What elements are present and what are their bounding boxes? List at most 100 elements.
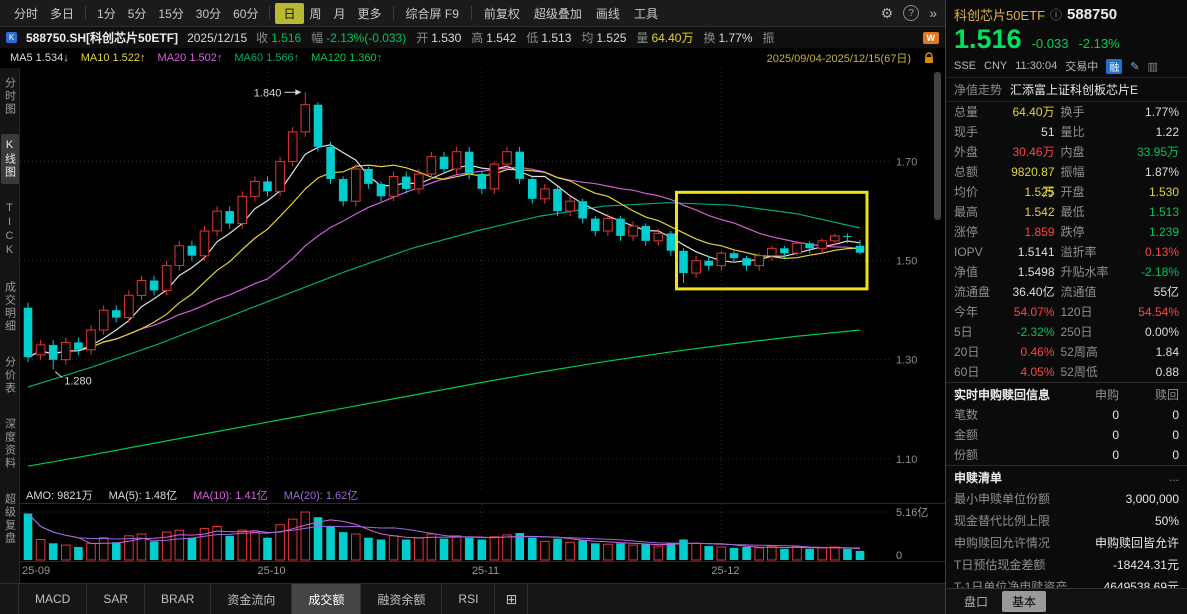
more-button[interactable]: ... — [1168, 470, 1179, 484]
tool-前复权[interactable]: 前复权 — [483, 6, 520, 21]
status-row: SSE CNY 11:30:04 交易中 融 ✎ ▥ — [946, 56, 1187, 77]
stat-row-涨停: 涨停 1.859 跌停 1.239 — [954, 225, 1179, 239]
redemption-title: 申赎清单 — [954, 470, 1003, 485]
volume-ma-label: MA(5): 1.48亿 — [108, 489, 178, 502]
ma-value-MA120: MA120 1.360↑ — [311, 52, 383, 64]
indicator-tab-SAR[interactable]: SAR — [87, 584, 146, 614]
quote-time: 11:30:04 — [1015, 60, 1058, 72]
panel-tab-基本[interactable]: 基本 — [1002, 591, 1047, 612]
x-axis: 25-09 25-10 25-11 25-12 — [20, 561, 945, 584]
info-bar: K 588750.SH[科创芯片50ETF] 2025/12/15 收 1.516… — [0, 27, 945, 48]
field-开: 开 1.530 — [416, 31, 462, 45]
indicator-tabs: MACD SAR BRAR 资金流向 成交额 融资余额 RSI ⊞ — [0, 583, 945, 614]
redemption-row-申购赎回允许情况: 申购赎回允许情况 申购赎回皆允许 — [954, 536, 1179, 550]
tool-超级叠加[interactable]: 超级叠加 — [533, 6, 582, 21]
stock-code: 588750 — [1067, 6, 1118, 23]
field-高: 高 1.542 — [471, 31, 517, 45]
help-icon[interactable]: ? — [903, 5, 920, 21]
period-tab-30分[interactable]: 30分 — [195, 6, 222, 21]
period-tab-多日[interactable]: 多日 — [50, 6, 75, 21]
ma-value-MA5: MA5 1.534↓ — [10, 52, 69, 64]
stat-row-IOPV: IOPV 1.5141 溢折率 0.13% — [954, 245, 1179, 259]
subscription-header: 实时申购赎回信息 申购 赎回 — [946, 382, 1187, 405]
sidebar-item-TICK[interactable]: TICK — [3, 202, 16, 258]
subscription-row-笔数: 笔数 0 0 — [954, 408, 1179, 422]
stat-row-最高: 最高 1.542 最低 1.513 — [954, 205, 1179, 219]
margin-badge[interactable]: 融 — [1106, 58, 1123, 74]
svg-text:1.70: 1.70 — [896, 157, 917, 169]
field-幅: 幅 -2.13%(-0.033) — [311, 31, 407, 45]
period-tab-月[interactable]: 月 — [333, 6, 346, 21]
field-换: 换 1.77% — [703, 31, 753, 45]
wp-badge[interactable]: W — [922, 31, 939, 44]
sidebar-item-超级复盘[interactable]: 超级复盘 — [3, 493, 16, 545]
panel-tab-盘口[interactable]: 盘口 — [964, 595, 989, 609]
period-tab-周[interactable]: 周 — [309, 6, 322, 21]
indicator-tab-成交额[interactable]: 成交额 — [292, 584, 362, 614]
ma-value-MA20: MA20 1.502↑ — [157, 52, 223, 64]
subscription-row-金额: 金额 0 0 — [954, 428, 1179, 442]
period-tab-更多[interactable]: 更多 — [357, 6, 382, 21]
nav-fund-link[interactable]: 净值走势 汇添富上证科创板芯片E — [946, 77, 1187, 102]
chevrons-icon[interactable]: » — [929, 5, 937, 21]
lock-icon[interactable] — [923, 51, 935, 65]
period-tab-5分[interactable]: 5分 — [127, 6, 147, 21]
stock-name: 科创芯片50ETF — [954, 8, 1046, 23]
nav-label: 净值走势 — [954, 83, 1003, 97]
symbol-label: 588750.SH[科创芯片50ETF] — [26, 31, 179, 45]
sidebar-item-成交明细[interactable]: 成交明细 — [3, 281, 16, 333]
price-row: 1.516 -0.033 -2.13% — [946, 24, 1187, 56]
field-收: 收 1.516 — [256, 31, 302, 45]
top-toolbar: 分时 多日 1分 5分 15分 30分 60分 日周月更多 综合屏 F9 前复权 超级叠加 画线 工具… — [0, 0, 945, 27]
redemption-rows: 最小申赎单位份额 3,000,000 现金替代比例上限 50% 申购赎回允许情况 申购赎回… — [946, 488, 1187, 598]
svg-text:1.30: 1.30 — [896, 355, 917, 367]
indicator-tab-资金流向[interactable]: 资金流向 — [211, 584, 293, 614]
toolbar-tools: 综合屏 F9 前复权 超级叠加 画线 工具 — [399, 3, 665, 24]
toolbar-right-icons: ⚙ ? » — [881, 5, 937, 22]
quote-panel: 科创芯片50ETF ⓘ 588750 1.516 -0.033 -2.13% S… — [945, 0, 1187, 614]
period-tab-1分[interactable]: 1分 — [97, 6, 116, 21]
subscription-title: 实时申购赎回信息 — [954, 387, 1051, 402]
main-chart[interactable]: 1.70 1.50 1.30 1.10 1.840 1.280 — [20, 68, 945, 490]
stat-row-今年: 今年 54.07% 120日 54.54% — [954, 305, 1179, 319]
stat-row-外盘: 外盘 30.46万 内盘 33.95万 — [954, 145, 1179, 159]
price-change-pct: -2.13% — [1078, 36, 1120, 51]
toolbar-separator — [392, 6, 394, 20]
panel-tabs: 盘口 基本 — [945, 588, 1187, 614]
gear-icon[interactable]: ⚙ — [880, 4, 894, 21]
tool-画线[interactable]: 画线 — [595, 6, 620, 21]
period-tab-日[interactable]: 日 — [275, 2, 304, 24]
sidebar-item-深度资料[interactable]: 深度资料 — [3, 418, 16, 470]
edit-icon[interactable]: ✎ — [1130, 60, 1140, 73]
indicator-tab-MACD[interactable]: MACD — [18, 584, 88, 614]
stat-row-20日: 20日 0.46% 52周高 1.84 — [954, 345, 1179, 359]
chart-scrollbar[interactable] — [934, 72, 941, 220]
mini-chart-icon[interactable]: ▥ — [1147, 60, 1158, 73]
period-tab-分时[interactable]: 分时 — [14, 6, 39, 21]
tool-工具[interactable]: 工具 — [633, 6, 658, 21]
add-indicator-icon[interactable]: ⊞ — [495, 584, 529, 614]
indicator-tab-BRAR[interactable]: BRAR — [145, 584, 212, 614]
volume-ma-label: AMO: 9821万 — [26, 489, 93, 502]
sidebar-item-分时图[interactable]: 分时图 — [3, 77, 16, 116]
stat-row-现手: 现手 51 量比 1.22 — [954, 125, 1179, 139]
period-tabs: 分时 多日 1分 5分 15分 30分 60分 日周月更多 — [8, 2, 399, 24]
period-tab-15分[interactable]: 15分 — [158, 6, 184, 21]
svg-text:1.50: 1.50 — [896, 256, 917, 268]
ma-value-MA10: MA10 1.522↑ — [80, 52, 146, 64]
x-axis-label-25-09: 25-09 — [22, 565, 51, 577]
svg-text:1.840: 1.840 — [254, 87, 282, 99]
tool-综合屏 F9[interactable]: 综合屏 F9 — [405, 6, 459, 21]
field-振: 振 — [762, 31, 775, 45]
subscribe-column: 申购 — [1094, 387, 1119, 402]
volume-chart[interactable]: 5.16亿 0 — [20, 503, 945, 562]
redemption-header: 申赎清单 ... — [946, 465, 1187, 488]
indicator-tab-融资余额[interactable]: 融资余额 — [361, 584, 443, 614]
info-icon[interactable]: ⓘ — [1050, 8, 1063, 22]
indicator-tab-RSI[interactable]: RSI — [442, 584, 496, 614]
sidebar-item-分价表[interactable]: 分价表 — [3, 356, 16, 395]
quote-header: 科创芯片50ETF ⓘ 588750 — [946, 0, 1187, 24]
sidebar-item-K线图[interactable]: K线图 — [0, 134, 19, 184]
period-tab-60分[interactable]: 60分 — [233, 6, 259, 21]
